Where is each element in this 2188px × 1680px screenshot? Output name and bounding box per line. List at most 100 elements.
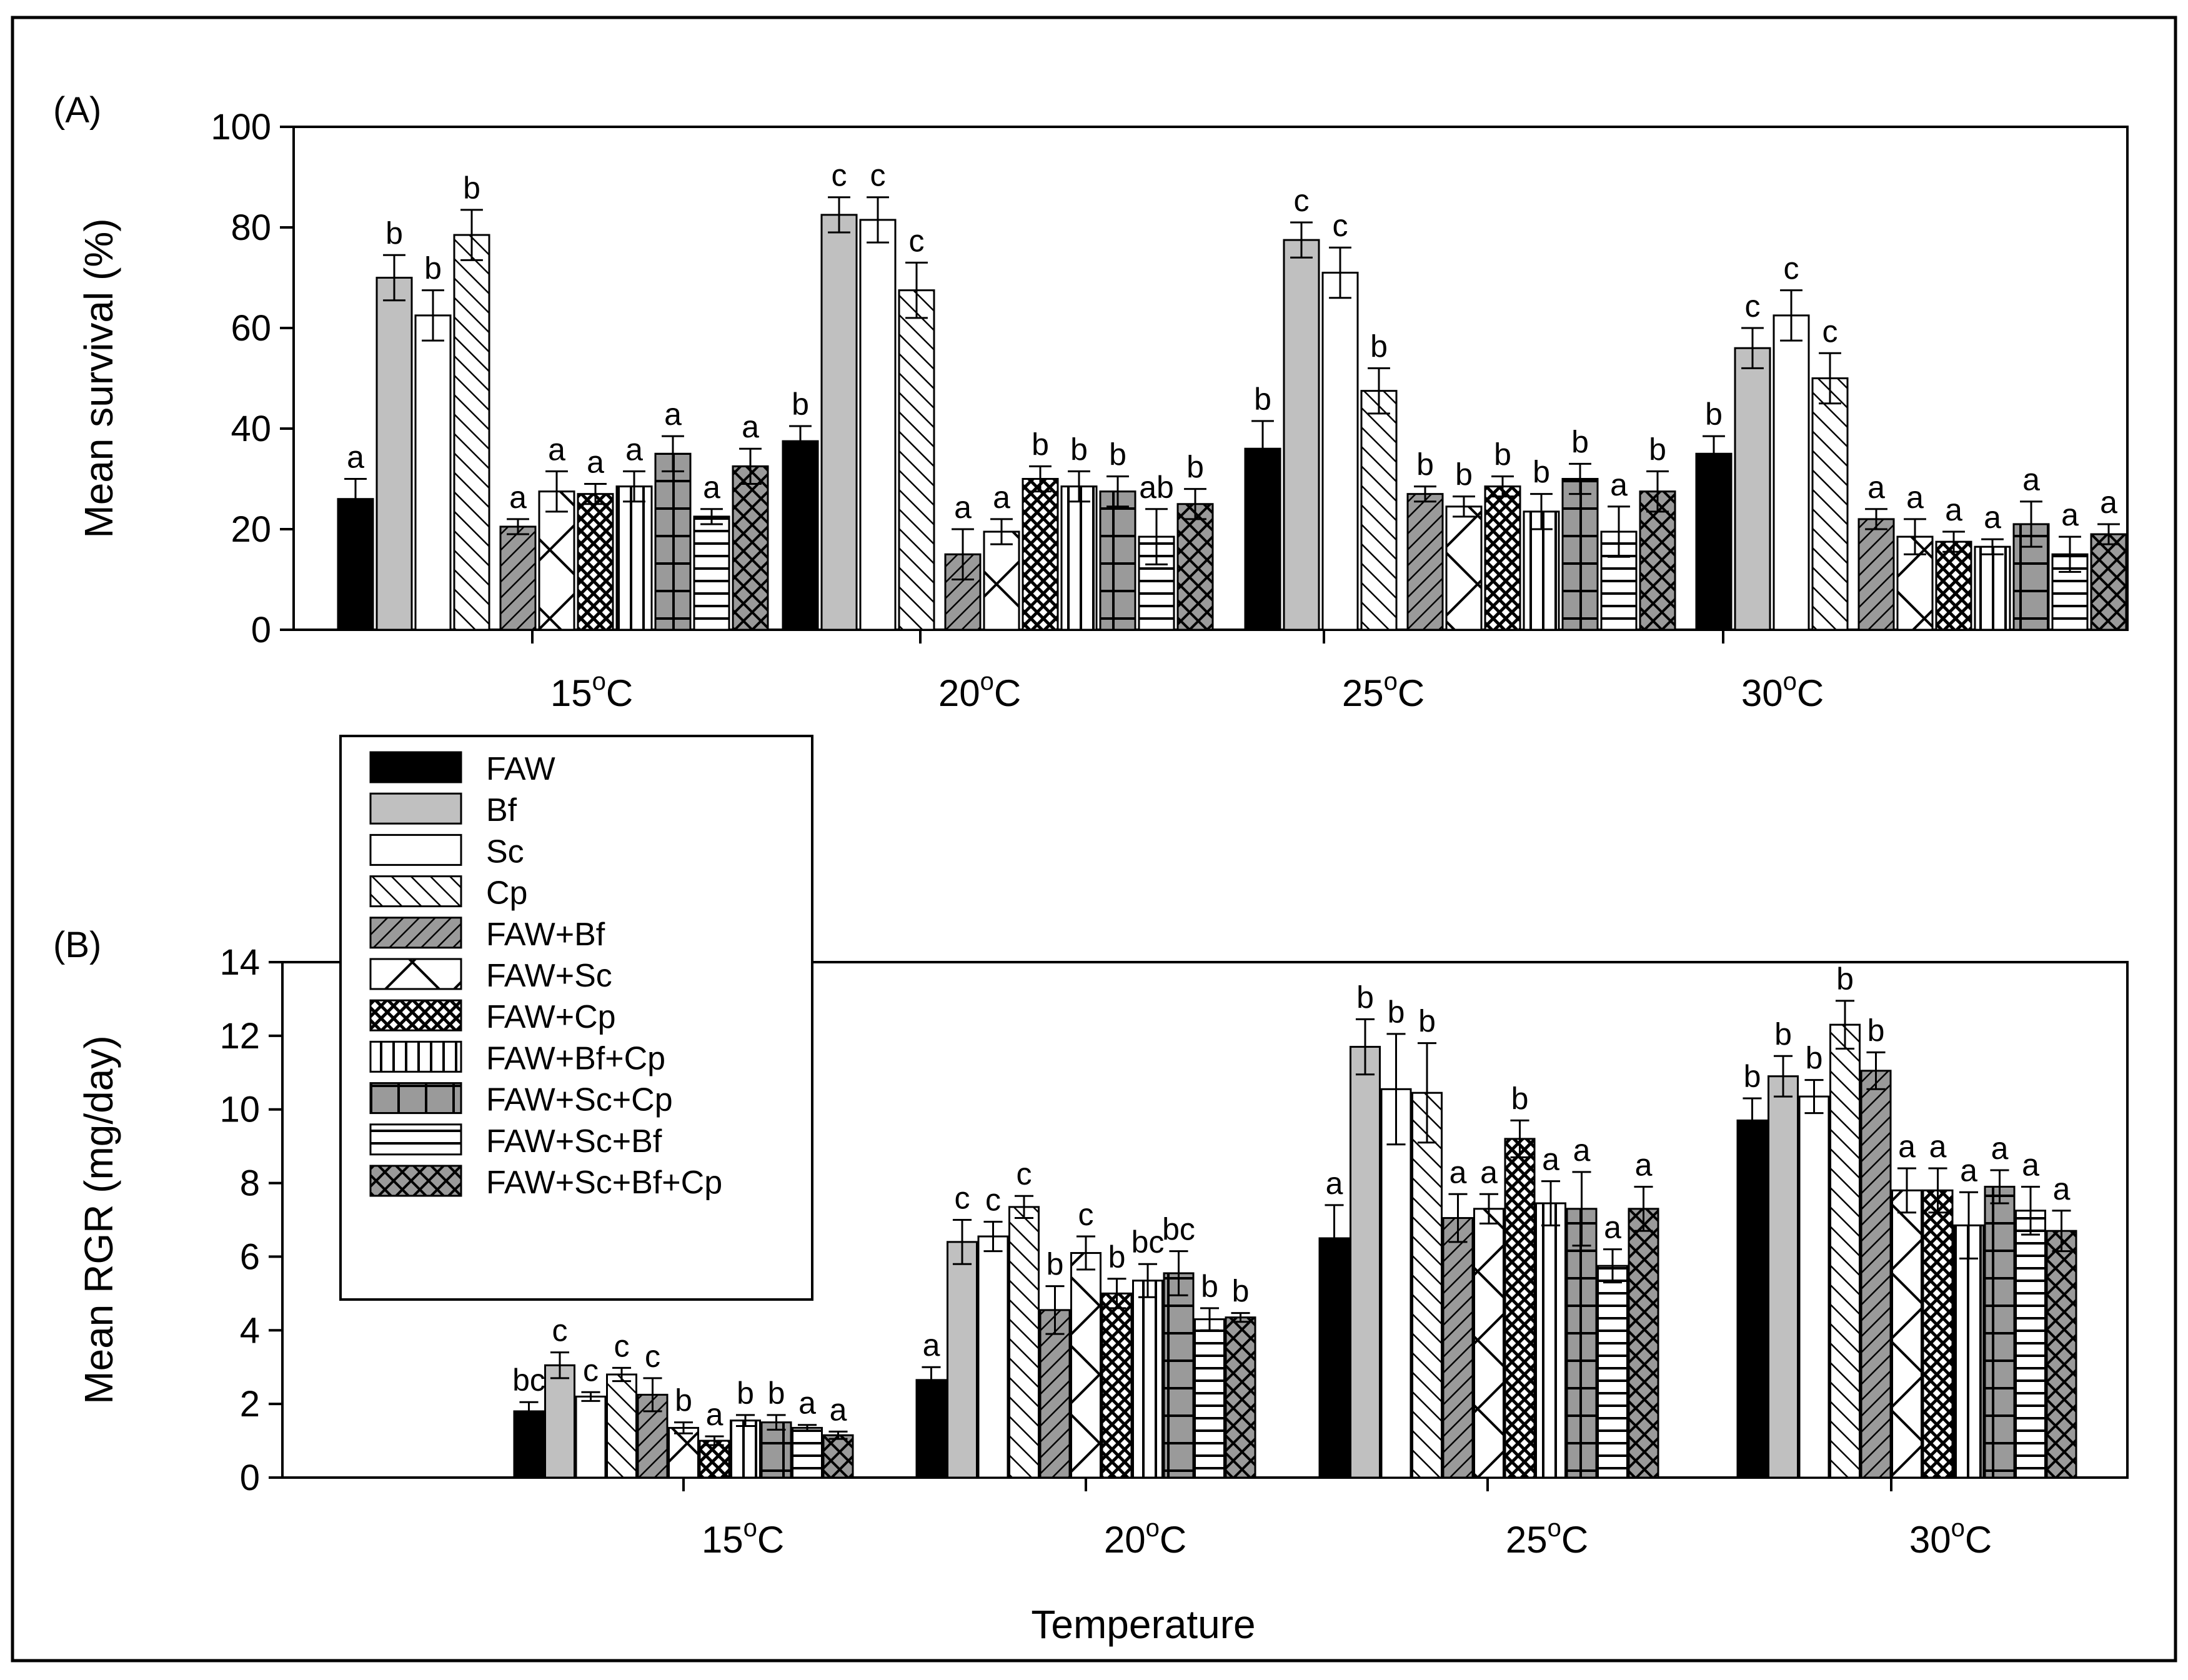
- bar-cp-25oc: [1360, 390, 1398, 631]
- significance-letter: a: [664, 397, 682, 432]
- bar-faw-sc-bf-cp-30oc: [2090, 533, 2127, 631]
- significance-letter: c: [985, 1182, 1001, 1217]
- significance-letter: a: [954, 490, 972, 525]
- legend-label-faw-cp: FAW+Cp: [486, 999, 616, 1035]
- bar-sc-15oc: [575, 1395, 607, 1479]
- category-label-number: 20: [938, 672, 980, 714]
- category-label-number: 20: [1104, 1519, 1146, 1561]
- significance-letter: b: [675, 1383, 692, 1418]
- bar-sc-25oc: [1321, 271, 1359, 631]
- y-axis-title: Mean RGR (mg/day): [76, 1035, 121, 1404]
- significance-letter: b: [1388, 995, 1405, 1030]
- bar-faw-bf-cp-15oc: [615, 485, 653, 631]
- y-tick-label: 80: [231, 207, 271, 248]
- category-label-degree: o: [1951, 1514, 1965, 1542]
- bar-cp-30oc: [1811, 377, 1849, 631]
- bar-faw-bf-15oc: [499, 525, 537, 631]
- bar-sc-25oc: [1380, 1088, 1412, 1479]
- category-label-degree: o: [1548, 1514, 1561, 1542]
- significance-letter: a: [1991, 1131, 2009, 1166]
- bar-faw-sc-bf-cp-25oc: [1639, 490, 1676, 631]
- bar-cp-30oc: [1829, 1023, 1861, 1479]
- significance-letter: a: [548, 432, 565, 467]
- bar-bf-30oc: [1734, 347, 1771, 631]
- bar-cp-20oc: [1008, 1206, 1040, 1479]
- bar-faw-sc-20oc: [983, 530, 1020, 631]
- bar-cp-15oc: [606, 1373, 637, 1479]
- y-tick-label: 12: [219, 1016, 260, 1056]
- significance-letter: b: [1032, 427, 1049, 462]
- significance-letter: a: [1542, 1142, 1559, 1177]
- bar-faw-sc-cp-30oc: [1984, 1185, 2016, 1479]
- bar-faw-bf-cp-15oc: [730, 1419, 761, 1479]
- bar-faw-bf-25oc: [1442, 1217, 1474, 1479]
- panel-label: (A): [53, 90, 101, 131]
- significance-letter: b: [1108, 1240, 1126, 1275]
- bar-faw-cp-25oc: [1504, 1138, 1536, 1479]
- bar-faw-sc-15oc: [538, 490, 575, 631]
- significance-letter: a: [1635, 1147, 1653, 1182]
- significance-letter: a: [706, 1397, 724, 1432]
- significance-letter: b: [737, 1376, 754, 1411]
- significance-letter: b: [1254, 382, 1271, 417]
- category-label-number: 15: [702, 1519, 743, 1561]
- significance-letter: a: [509, 480, 527, 515]
- bar-faw-sc-cp-25oc: [1561, 478, 1599, 631]
- significance-letter: c: [645, 1339, 660, 1374]
- bar-faw-sc-bf-cp-15oc: [732, 465, 769, 631]
- category-label-degree: o: [743, 1514, 757, 1542]
- y-tick-label: 60: [231, 308, 271, 349]
- category-label-unit: C: [994, 672, 1021, 714]
- significance-letter: a: [1450, 1155, 1467, 1190]
- significance-letter: c: [1333, 208, 1348, 243]
- legend-swatch-faw-bf: [369, 917, 462, 949]
- legend-label-faw: FAW: [486, 751, 555, 787]
- significance-letter: b: [1744, 1059, 1761, 1094]
- significance-letter: b: [1186, 450, 1204, 485]
- category-label: 30oC: [1909, 1514, 1992, 1561]
- legend-label-faw-sc-bf-cp: FAW+Sc+Bf+Cp: [486, 1165, 722, 1201]
- significance-letter: a: [1867, 470, 1885, 505]
- significance-letter: c: [1078, 1197, 1094, 1232]
- legend-label-bf: Bf: [486, 792, 517, 828]
- category-label: 15oC: [702, 1514, 784, 1561]
- bar-cp-25oc: [1411, 1091, 1443, 1479]
- legend-label-faw-bf-cp: FAW+Bf+Cp: [486, 1040, 665, 1076]
- category-label-unit: C: [1398, 672, 1425, 714]
- category-label-degree: o: [1384, 668, 1398, 695]
- category-label: 20oC: [1104, 1514, 1186, 1561]
- significance-letter: a: [1573, 1133, 1591, 1168]
- legend-label-faw-sc-cp: FAW+Sc+Cp: [486, 1082, 673, 1118]
- legend-swatch-faw-sc-bf: [369, 1123, 462, 1156]
- y-tick-label: 0: [240, 1458, 260, 1498]
- category-label-number: 30: [1741, 672, 1783, 714]
- category-label-degree: o: [980, 668, 994, 695]
- category-label: 25oC: [1342, 668, 1425, 714]
- bar-bf-20oc: [947, 1241, 978, 1479]
- significance-letter: a: [993, 480, 1010, 515]
- bar-faw-bf-30oc: [1857, 518, 1895, 631]
- significance-letter: bc: [1162, 1212, 1195, 1247]
- figure-frame: [11, 16, 2177, 1663]
- significance-letter: b: [1047, 1247, 1064, 1282]
- significance-letter: c: [955, 1181, 970, 1216]
- y-tick-label: 0: [251, 610, 271, 650]
- significance-letter: c: [1745, 289, 1761, 324]
- y-tick-label: 20: [231, 509, 271, 550]
- bar-faw-sc-bf-20oc: [1194, 1318, 1225, 1479]
- significance-letter: b: [1455, 457, 1473, 492]
- significance-letter: b: [1416, 447, 1434, 482]
- significance-letter: b: [1836, 962, 1854, 997]
- legend-label-faw-sc: FAW+Sc: [486, 958, 612, 994]
- y-tick-label: 10: [219, 1090, 260, 1130]
- category-label-unit: C: [757, 1519, 784, 1561]
- legend-label-faw-sc-bf: FAW+Sc+Bf: [486, 1123, 662, 1160]
- bar-faw-sc-cp-20oc: [1163, 1272, 1195, 1479]
- bar-faw-20oc: [782, 440, 819, 631]
- bar-faw-sc-20oc: [1070, 1252, 1101, 1479]
- category-label-unit: C: [606, 672, 633, 714]
- bar-faw-cp-20oc: [1101, 1292, 1133, 1479]
- bar-faw-sc-25oc: [1445, 505, 1483, 631]
- bar-bf-30oc: [1768, 1075, 1799, 1479]
- significance-letter: a: [1898, 1129, 1916, 1164]
